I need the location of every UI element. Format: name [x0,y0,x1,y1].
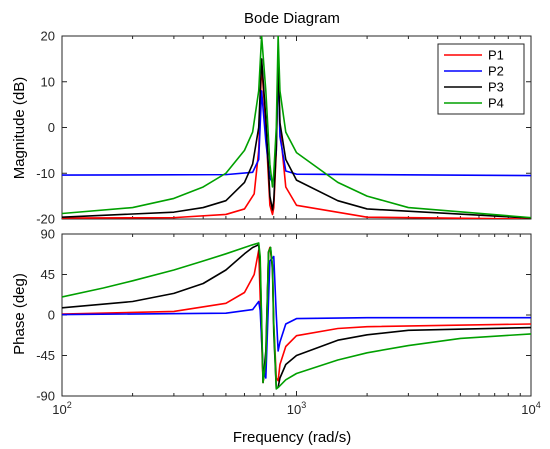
magnitude-ytick-label: -20 [36,212,55,227]
xtick-label: 102 [52,400,71,417]
magnitude-ytick-label: 10 [41,74,55,89]
legend-label-p1: P1 [488,48,504,63]
phase-series-p4 [62,242,531,390]
chart-title: Bode Diagram [244,10,340,27]
magnitude-ytick-label: 20 [41,29,55,44]
phase-ytick-label: -45 [36,348,55,363]
phase-ytick-label: 45 [41,267,55,282]
x-axis-label: Frequency (rad/s) [233,429,351,446]
magnitude-ytick-label: -10 [36,166,55,181]
phase-y-axis-label: Phase (deg) [11,273,28,355]
xtick-label-exponent: 4 [536,400,541,410]
legend-label-p3: P3 [488,80,504,95]
magnitude-series-p1 [62,62,531,219]
xtick-label: 103 [287,400,306,417]
xtick-label-base: 10 [521,402,535,417]
phase-ytick-label: 90 [41,227,55,242]
phase-ytick-label: 0 [48,308,55,323]
legend-label-p4: P4 [488,96,504,111]
xtick-label-base: 10 [287,402,301,417]
magnitude-series-p4 [62,36,531,219]
xtick-label: 104 [521,400,540,417]
xtick-label-exponent: 3 [301,400,306,410]
magnitude-series-group [62,36,531,219]
magnitude-ytick-label: 0 [48,120,55,135]
xtick-label-base: 10 [52,402,66,417]
phase-series-group [62,242,531,390]
xtick-label-exponent: 2 [67,400,72,410]
legend-label-p2: P2 [488,64,504,79]
phase-ytick-label: -90 [36,389,55,404]
magnitude-series-p3 [62,58,531,219]
phase-axes-box [61,233,532,397]
magnitude-y-axis-label: Magnitude (dB) [11,77,28,180]
